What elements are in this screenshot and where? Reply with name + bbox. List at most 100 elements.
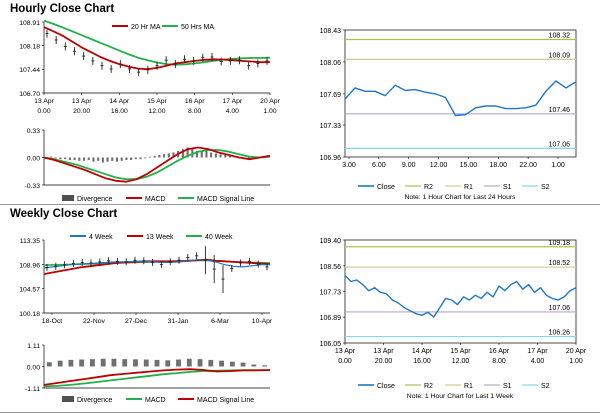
weekly-divergence-bar	[122, 359, 128, 367]
weekly-1w-level-label-r1: 108.52	[549, 260, 571, 267]
hourly-24h-level-label-r2: 108.32	[549, 33, 571, 40]
hourly-24h-x-tick: 3.00	[342, 162, 356, 169]
weekly-1w-y-tick: 107.73	[320, 289, 342, 296]
hourly-divergence-bar	[167, 153, 170, 158]
hourly-legend-divergence-label: Divergence	[77, 196, 113, 203]
weekly-1w-legend-r2-label: R2	[424, 383, 433, 390]
weekly-signal-line	[43, 369, 270, 388]
weekly-1w-legend-close-label: Close	[377, 383, 395, 390]
hourly-price-y-tick: 107.44	[19, 67, 40, 74]
hourly-24h-x-tick: 22.00	[519, 162, 537, 169]
hourly-price-x-tick-time: 20.00	[73, 108, 90, 115]
weekly-1w-y-tick: 106.05	[320, 341, 342, 348]
weekly-divergence-bar	[197, 359, 203, 367]
weekly-divergence-bar	[100, 358, 106, 367]
hourly-24h-legend-s1-label: S1	[503, 184, 512, 191]
hourly-divergence-bar	[64, 157, 67, 160]
weekly-1w-y-tick: 108.56	[320, 264, 342, 271]
weekly-1w-x-tick-time: 0.00	[338, 358, 352, 365]
hourly-divergence-bar	[82, 157, 86, 161]
hourly-divergence-bar	[210, 152, 213, 158]
hourly-divergence-bar	[186, 147, 189, 158]
hourly-24h-legend-close-label: Close	[377, 184, 395, 191]
hourly-divergence-bar	[125, 157, 128, 160]
weekly-divergence-bar	[133, 359, 138, 367]
weekly-divergence-bar	[262, 365, 268, 367]
weekly-1w-x-tick-time: 20.00	[375, 358, 393, 365]
weekly-divergence-bar	[208, 359, 214, 367]
hourly-divergence-bar	[214, 153, 217, 158]
weekly-legend-13w-label: 13 Week	[146, 234, 174, 241]
hourly-divergence-bar	[68, 157, 71, 160]
weekly-divergence-bar	[240, 362, 246, 367]
weekly-divergence-bar	[57, 360, 63, 367]
weekly-1w-x-tick-time: 8.00	[492, 358, 506, 365]
hourly-price-y-tick: 108.18	[19, 43, 40, 50]
hourly-divergence-bar	[224, 155, 227, 158]
hourly-divergence-bar	[120, 157, 123, 161]
weekly-legend-4w-label: 4 Week	[89, 234, 113, 241]
hourly-divergence-bar	[115, 157, 119, 162]
hourly-macd-y-tick: -0.33	[25, 183, 41, 190]
hourly-divergence-bar	[219, 154, 222, 158]
weekly-divergence-bar	[186, 358, 192, 367]
weekly-1w-x-tick-date: 17 Apr	[527, 348, 548, 355]
hourly-24h-x-tick: 12.00	[430, 162, 448, 169]
hourly-signal-line	[43, 149, 271, 181]
weekly-1w-x-tick-time: 4.00	[531, 358, 545, 365]
weekly-price-y-tick: 108.96	[19, 262, 40, 269]
hourly-price-x-tick-date: 15 Apr	[147, 98, 167, 105]
hourly-24h-level-label-r1: 108.09	[549, 52, 571, 59]
hourly-24h-y-tick: 108.06	[320, 60, 342, 67]
hourly-divergence-bar	[228, 155, 232, 158]
hourly-24h-y-tick: 106.96	[320, 155, 342, 162]
hourly-24h-legend-r2-label: R2	[424, 184, 433, 191]
weekly-13w-line	[43, 258, 271, 275]
weekly-1w-y-tick: 106.89	[320, 315, 342, 322]
weekly-1w-x-tick-date: 15 Apr	[450, 348, 471, 355]
weekly-1w-note: Note: 1 Hour Chart for Last 1 Week	[407, 393, 514, 400]
hourly-24h-legend-r1-label: R1	[464, 184, 473, 191]
hourly-macd-y-tick: 0.33	[27, 128, 40, 135]
weekly-1w-close-line	[344, 274, 577, 318]
hourly-24h-y-tick: 107.69	[320, 92, 342, 99]
hourly-divergence-bar	[50, 156, 53, 158]
weekly-divergence-bar	[79, 359, 85, 367]
weekly-price-x-tick: 27-Dec	[125, 318, 148, 325]
hourly-24h-close-line	[344, 80, 577, 117]
hourly-24h-level-label-s1: 107.46	[549, 107, 571, 114]
hourly-divergence-bar	[59, 157, 62, 160]
weekly-1w-x-tick-date: 13 Apr	[373, 348, 394, 355]
weekly-1w-y-tick: 109.40	[320, 238, 342, 245]
weekly-1w-x-tick-date: 13 Apr	[335, 348, 356, 355]
weekly-divergence-bar	[176, 359, 181, 367]
hourly-price-x-tick-time: 8.00	[188, 108, 201, 115]
weekly-divergence-bar	[154, 359, 160, 367]
hourly-legend-macd-label: MACD	[145, 196, 166, 203]
weekly-1w-level-label-s1: 107.06	[549, 305, 571, 312]
hourly-price-x-tick-date: 20 Apr	[260, 98, 280, 105]
weekly-divergence-bar	[90, 359, 95, 367]
weekly-macd-y-tick: 1.11	[27, 343, 40, 350]
hourly-legend-divergence-swatch	[62, 195, 74, 201]
weekly-1w-legend-r1-label: R1	[464, 383, 473, 390]
hourly-price-x-tick-date: 14 Apr	[110, 98, 130, 105]
weekly-legend-divergence-swatch	[62, 396, 74, 402]
hourly-divergence-bar	[172, 152, 175, 158]
weekly-1w-legend-s2-label: S2	[541, 383, 550, 390]
hourly-divergence-bar	[195, 150, 199, 158]
hourly-price-y-tick: 106.70	[19, 91, 40, 98]
hourly-price-x-tick-time: 12.00	[148, 108, 165, 115]
hourly-price-x-tick-time: 0.00	[37, 108, 50, 115]
hourly-price-x-tick-time: 16.00	[111, 108, 128, 115]
weekly-4w-line	[43, 259, 270, 269]
hourly-24h-x-tick: 9.00	[402, 162, 416, 169]
weekly-legend-divergence-label: Divergence	[77, 397, 113, 404]
hourly-price-x-tick-date: 13 Apr	[72, 98, 92, 105]
weekly-1w-x-tick-time: 12.00	[452, 358, 470, 365]
weekly-macd-line	[43, 368, 271, 386]
weekly-divergence-bar	[68, 359, 74, 367]
hourly-24h-x-tick: 15.00	[460, 162, 478, 169]
weekly-price-x-tick: 22-Nov	[83, 318, 106, 325]
hourly-24h-x-tick: 18.00	[490, 162, 508, 169]
